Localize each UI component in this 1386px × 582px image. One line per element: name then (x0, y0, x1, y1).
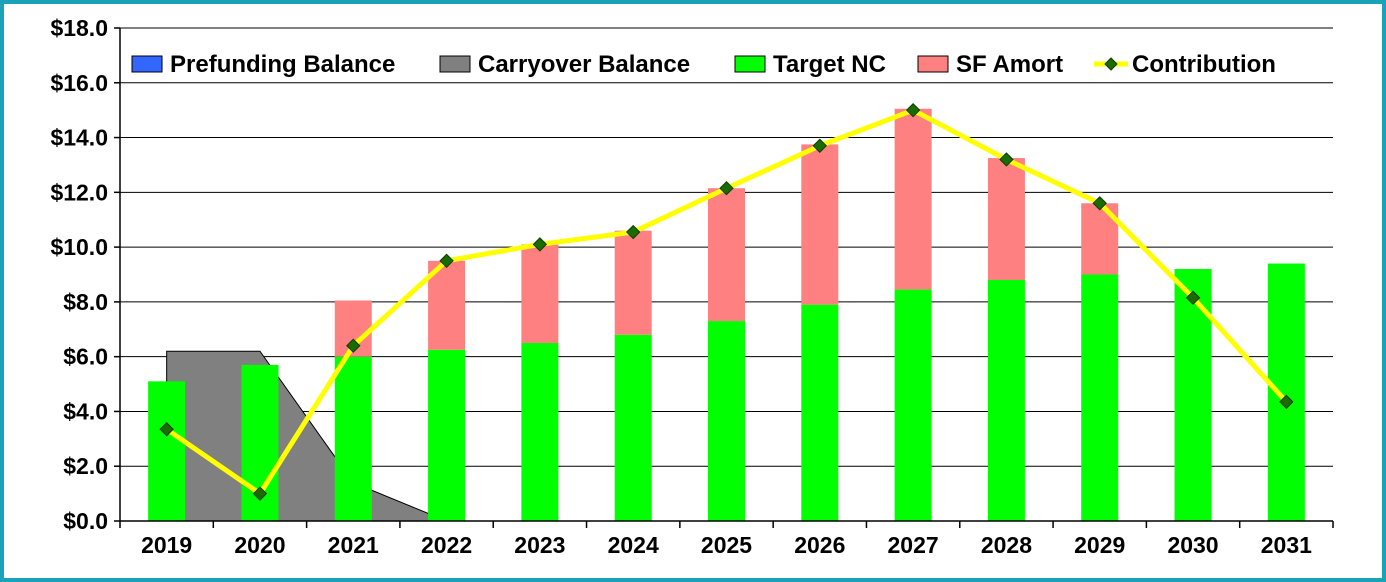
bar-target-nc-2023 (521, 342, 559, 521)
axes (114, 27, 1334, 528)
bar-sf-amort-2025 (708, 188, 745, 322)
line-series (159, 102, 1294, 501)
legend-label-target-nc: Target NC (773, 51, 886, 78)
bar-sf-amort-2027 (894, 108, 932, 290)
bar-sf-amort-2022 (428, 260, 466, 350)
bar-sf-amort-2028 (987, 158, 1025, 280)
y-tick-label: $8.0 (63, 289, 108, 315)
legend-swatch-sf-amort (917, 55, 949, 73)
legend-label-sf-amort: SF Amort (956, 51, 1063, 78)
y-tick-label: $16.0 (50, 70, 108, 96)
bar-target-nc-2026 (801, 304, 839, 521)
point-contribution-2031 (1279, 394, 1294, 410)
x-tick-label: 2021 (328, 532, 379, 558)
bar-target-nc-2024 (614, 334, 652, 521)
x-tick-label: 2024 (608, 532, 659, 558)
legend-label-prefunding-balance: Prefunding Balance (170, 51, 395, 78)
point-contribution-2022 (439, 253, 454, 269)
x-tick-label: 2022 (421, 532, 472, 558)
bar-sf-amort-2026 (801, 144, 839, 305)
legend: Prefunding Balance Carryover Balance Targe… (131, 51, 1276, 78)
legend-swatch-target-nc (734, 55, 766, 73)
point-contribution-2027 (905, 102, 921, 118)
point-contribution-2030 (1185, 290, 1201, 305)
point-contribution-2028 (999, 152, 1014, 167)
bar-target-nc-2028 (987, 279, 1025, 521)
legend-label-contribution: Contribution (1132, 51, 1276, 78)
x-tick-labels: 2019 2020 2021 2022 2023 2024 2025 2026 2027 2028… (141, 532, 1312, 558)
point-contribution-2020 (252, 486, 268, 501)
bar-target-nc-2022 (428, 349, 466, 521)
y-tick-label: $10.0 (50, 234, 108, 260)
y-tick-labels: $0.0 $2.0 $4.0 $6.0 $8.0 $10.0 $12.0 $14.0 $16.0… (50, 15, 108, 534)
y-tick-label: $4.0 (63, 398, 108, 424)
point-contribution-2019 (159, 422, 174, 437)
bar-sf-amort-2023 (521, 244, 559, 343)
legend-swatch-carryover-balance (439, 55, 471, 73)
x-tick-label: 2028 (981, 532, 1032, 558)
x-tick-label: 2025 (701, 532, 752, 558)
bar-target-nc-2025 (708, 321, 745, 521)
bar-series (148, 108, 1305, 521)
legend-swatch-prefunding-balance (131, 55, 163, 73)
x-tick-label: 2030 (1167, 532, 1218, 558)
point-contribution-2023 (532, 237, 548, 252)
x-tick-label: 2029 (1074, 532, 1125, 558)
bar-target-nc-2019 (148, 381, 186, 521)
legend-label-carryover-balance: Carryover Balance (478, 51, 690, 78)
y-tick-label: $18.0 (50, 15, 108, 41)
x-tick-label: 2027 (888, 532, 939, 558)
x-tick-label: 2020 (234, 532, 285, 558)
y-tick-label: $0.0 (63, 508, 108, 534)
bar-target-nc-2031 (1267, 263, 1305, 521)
point-contribution-2024 (625, 224, 641, 240)
y-tick-label: $6.0 (63, 344, 108, 370)
point-contribution-2021 (346, 338, 361, 353)
x-tick-label: 2023 (514, 532, 565, 558)
x-tick-label: 2026 (794, 532, 845, 558)
y-tick-label: $2.0 (63, 453, 108, 479)
bar-target-nc-2029 (1081, 274, 1119, 521)
point-contribution-2026 (812, 138, 828, 153)
bar-target-nc-2021 (334, 356, 372, 521)
y-tick-label: $12.0 (50, 179, 108, 205)
point-contribution-2025 (719, 181, 734, 196)
x-tick-label: 2019 (141, 532, 192, 558)
bar-sf-amort-2024 (614, 230, 652, 335)
point-contribution-2029 (1092, 196, 1107, 211)
legend-marker-contribution (1104, 57, 1118, 71)
bar-target-nc-2030 (1174, 269, 1212, 521)
y-tick-label: $14.0 (50, 125, 108, 151)
x-tick-label: 2031 (1261, 532, 1312, 558)
bar-target-nc-2027 (894, 289, 932, 521)
